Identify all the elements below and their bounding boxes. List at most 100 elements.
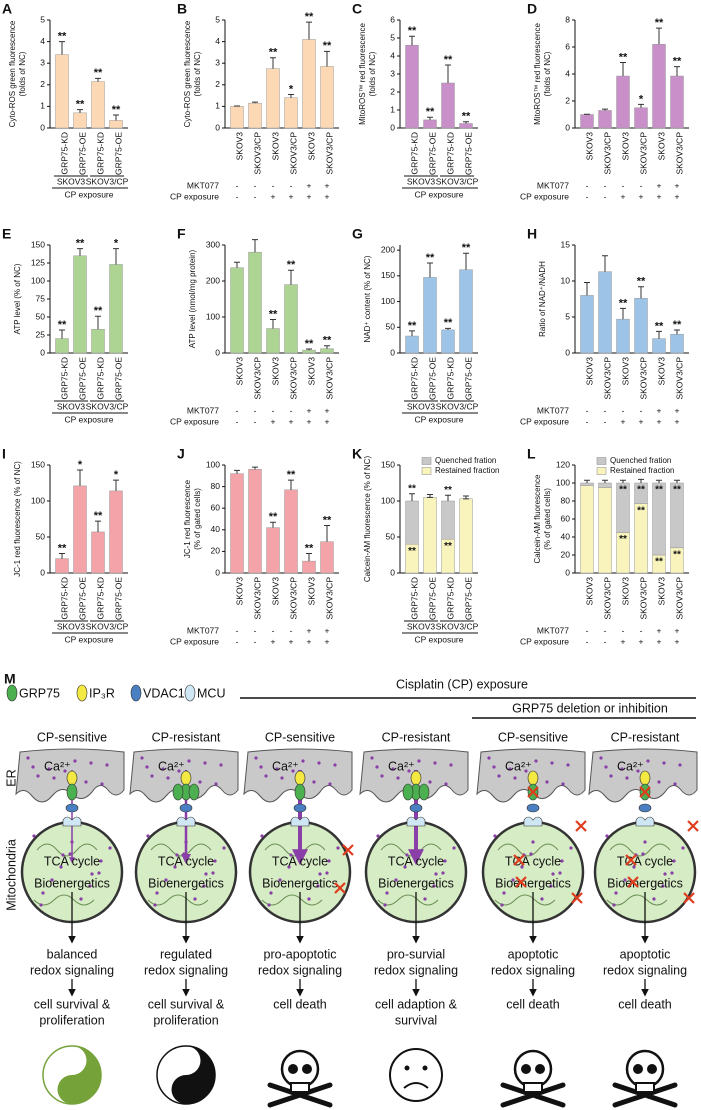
- group-label: SKOV3/CP: [86, 401, 129, 411]
- dot: [175, 853, 179, 857]
- y-tick-label: 0: [40, 347, 45, 357]
- dot: [97, 871, 101, 875]
- significance: **: [619, 51, 628, 63]
- significance: **: [673, 319, 682, 331]
- panel-label: G: [352, 226, 363, 242]
- group-label: SKOV3/CP: [436, 176, 479, 186]
- y-tick-label: 4: [40, 36, 45, 46]
- group-label: SKOV3/CP: [436, 401, 479, 411]
- significance: **: [94, 510, 103, 522]
- dot: [632, 865, 636, 869]
- treatment-sign: +: [675, 636, 680, 646]
- dot: [529, 852, 533, 856]
- significance: **: [444, 54, 453, 66]
- bar: [73, 112, 87, 129]
- treatment-sign: +: [307, 636, 312, 646]
- y-axis-label: MitoROS™ red fluorescence: [533, 23, 542, 125]
- cristae: [494, 843, 559, 906]
- dot: [663, 872, 667, 876]
- dot: [391, 767, 395, 771]
- error-bar: [77, 248, 83, 256]
- y-tick-label: 20: [211, 546, 221, 556]
- icon: [389, 1048, 443, 1102]
- x-tick-label: SKOV3/CP: [638, 357, 648, 400]
- y-tick-label: 5: [390, 32, 395, 42]
- block-mark: [625, 854, 637, 866]
- error-bar: [620, 479, 626, 483]
- dot: [287, 865, 291, 869]
- x-tick-label: GRP75-OE: [463, 132, 473, 175]
- dot: [316, 884, 320, 888]
- signal-text: redox signaling: [144, 963, 228, 977]
- dot: [566, 763, 570, 767]
- icon: [68, 1056, 76, 1065]
- treatment-sign: +: [325, 636, 330, 646]
- x-tick-label: SKOV3: [656, 357, 666, 386]
- dot: [219, 763, 223, 767]
- ca-label: Ca²⁺: [44, 759, 71, 773]
- y-tick-label: 75: [36, 293, 46, 303]
- treatment-name: CP exposure: [170, 191, 219, 201]
- icon: [290, 1082, 310, 1093]
- error-bar: [234, 469, 240, 474]
- treatment-sign: +: [675, 180, 680, 190]
- significance: **: [426, 106, 435, 118]
- x-tick-label: GRP75-OE: [77, 577, 87, 620]
- treatment-sign: +: [325, 405, 330, 415]
- header: Cisplatin (CP) exposure: [396, 677, 528, 691]
- dot: [193, 897, 197, 901]
- icon: [612, 1082, 678, 1108]
- treatment-sign: -: [586, 416, 589, 426]
- dot: [561, 782, 565, 786]
- x-tick-label: SKOV3/CP: [252, 357, 262, 400]
- error-bar: [602, 255, 608, 272]
- x-tick-label: GRP75-OE: [427, 577, 437, 620]
- x-tick-label: GRP75-KD: [409, 132, 419, 175]
- panel-label: M: [4, 671, 16, 687]
- dot: [604, 765, 608, 769]
- signal-text: pro-survial: [387, 947, 445, 961]
- treatment-sign: -: [290, 180, 293, 190]
- x-tick-label: SKOV3/CP: [288, 577, 298, 620]
- treatment-sign: +: [307, 191, 312, 201]
- dot: [336, 846, 340, 850]
- y-tick-label: 0: [40, 122, 45, 132]
- block-mark: [527, 786, 539, 798]
- x-tick-label: GRP75-KD: [95, 132, 105, 175]
- error-bar: [306, 553, 312, 562]
- bar: [109, 120, 123, 129]
- bar: [284, 489, 298, 574]
- x-tick-label: SKOV3/CP: [288, 132, 298, 175]
- treatment-sign: +: [307, 416, 312, 426]
- y-axis-label: NAD⁺ content (% of NC): [363, 255, 372, 342]
- grp75: [418, 783, 430, 801]
- y-tick-label: 50: [36, 311, 46, 321]
- bio-label: Bioenergetics: [495, 876, 571, 890]
- bar: [459, 269, 473, 354]
- y-axis-label: JC-1 red fluorescence: [183, 479, 192, 558]
- significance: **: [673, 485, 681, 496]
- bar: [634, 298, 648, 354]
- dot: [214, 782, 218, 786]
- y-tick-label: 5: [565, 311, 570, 321]
- treatment-sign: -: [640, 405, 643, 415]
- treatment-sign: +: [675, 416, 680, 426]
- legend-label: GRP75: [19, 686, 60, 700]
- legend-icon: [130, 684, 142, 702]
- dot: [550, 761, 554, 765]
- bar: [580, 295, 594, 354]
- y-tick-label: 0: [40, 567, 45, 577]
- mcu: [62, 816, 82, 827]
- dot: [254, 756, 258, 760]
- y-tick-label: 100: [206, 459, 220, 469]
- x-tick-label: GRP75-OE: [77, 132, 87, 175]
- x-tick-label: SKOV3: [270, 577, 280, 606]
- treatment-sign: +: [325, 191, 330, 201]
- grp75: [172, 783, 184, 801]
- y-tick-label: 0: [565, 347, 570, 357]
- panel-label: E: [2, 226, 11, 242]
- x-tick-label: SKOV3/CP: [602, 577, 612, 620]
- dot: [623, 878, 627, 882]
- fate-text: cell survival &: [34, 997, 111, 1011]
- y-tick-label: 150: [31, 459, 45, 469]
